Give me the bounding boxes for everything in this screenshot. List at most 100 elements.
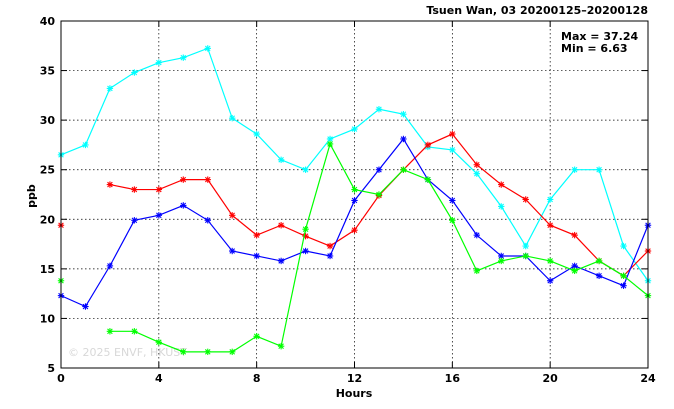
data-point [595, 257, 603, 265]
data-point [595, 272, 603, 279]
data-point [131, 69, 138, 76]
data-point [620, 282, 627, 289]
data-point [473, 231, 480, 239]
data-point [595, 166, 603, 173]
data-point [546, 196, 554, 203]
data-point [131, 186, 138, 193]
data-point [155, 186, 163, 193]
data-point [302, 166, 309, 173]
data-point [351, 186, 358, 193]
data-point [498, 257, 505, 265]
data-point [204, 45, 211, 52]
data-point [180, 202, 187, 209]
data-point [546, 222, 554, 229]
series-3 [57, 140, 652, 356]
data-point [229, 247, 236, 255]
data-point [106, 328, 114, 335]
data-point [204, 348, 211, 356]
data-point [253, 130, 260, 138]
data-point [546, 257, 554, 265]
chart-title: Tsuen Wan, 03 20200125–20200128 [426, 4, 648, 17]
series-layer [57, 45, 652, 356]
watermark: © 2025 ENVF, HKUST [68, 346, 187, 359]
data-point [424, 141, 432, 149]
data-point [375, 166, 383, 173]
data-point [131, 328, 138, 335]
data-point [571, 267, 578, 275]
data-point [106, 85, 114, 92]
y-tick-label: 20 [40, 213, 56, 226]
grid [60, 20, 649, 369]
data-point [375, 191, 383, 198]
x-tick-label: 20 [543, 372, 559, 385]
data-point [400, 166, 407, 173]
data-point [546, 277, 554, 284]
data-point [326, 140, 334, 148]
data-point [106, 181, 114, 188]
data-point [351, 226, 358, 234]
data-point [131, 217, 138, 224]
data-point [277, 222, 285, 229]
data-point [326, 252, 334, 260]
series-line [109, 133, 649, 277]
y-tick-label: 25 [40, 164, 55, 177]
y-tick-label: 15 [40, 263, 55, 276]
data-point [498, 181, 505, 188]
data-point [522, 252, 529, 260]
data-point [449, 217, 456, 224]
data-point [180, 176, 187, 183]
y-axis-label: ppb [25, 184, 38, 208]
plot-frame [60, 20, 649, 369]
data-point [277, 156, 285, 163]
data-point [400, 135, 407, 143]
y-tick-label: 35 [40, 65, 55, 78]
data-point [277, 257, 285, 265]
data-point [571, 231, 578, 239]
x-tick-label: 8 [253, 372, 261, 385]
data-point [253, 231, 260, 239]
data-point [449, 130, 456, 138]
data-point [375, 106, 383, 113]
data-point [473, 267, 480, 275]
data-point [571, 166, 578, 173]
data-point [229, 114, 236, 122]
x-tick-label: 24 [640, 372, 656, 385]
data-point [229, 348, 236, 356]
max-label: Max = 37.24 [561, 30, 638, 43]
data-point [229, 212, 236, 219]
data-point [253, 252, 260, 260]
data-point [449, 197, 456, 204]
x-tick-label: 16 [445, 372, 461, 385]
y-tick-label: 40 [40, 15, 56, 28]
y-tick-labels: 5 10 15 20 25 30 35 40 [40, 15, 56, 375]
data-point [155, 339, 163, 346]
data-point [180, 54, 187, 61]
data-point [498, 252, 505, 260]
data-point [204, 176, 211, 183]
y-tick-label: 10 [40, 312, 56, 325]
data-point [424, 176, 432, 183]
data-point [400, 110, 407, 118]
y-tick-label: 5 [47, 362, 55, 375]
data-point [82, 141, 89, 149]
x-axis-label: Hours [336, 387, 373, 400]
x-tick-label: 4 [155, 372, 163, 385]
x-tick-label: 0 [57, 372, 65, 385]
min-label: Min = 6.63 [561, 42, 628, 55]
data-point [180, 348, 187, 356]
data-point [620, 242, 627, 250]
data-point [82, 303, 89, 310]
data-point [473, 170, 480, 177]
x-tick-labels: 0 4 8 12 16 20 24 [57, 372, 656, 385]
data-point [253, 333, 260, 340]
data-point [302, 247, 309, 255]
data-point [302, 226, 309, 233]
data-point [106, 262, 114, 270]
y-tick-label: 30 [40, 114, 56, 127]
data-point [155, 59, 163, 66]
data-point [351, 125, 358, 133]
data-point [620, 272, 627, 279]
data-point [522, 196, 529, 203]
data-point [351, 197, 358, 204]
